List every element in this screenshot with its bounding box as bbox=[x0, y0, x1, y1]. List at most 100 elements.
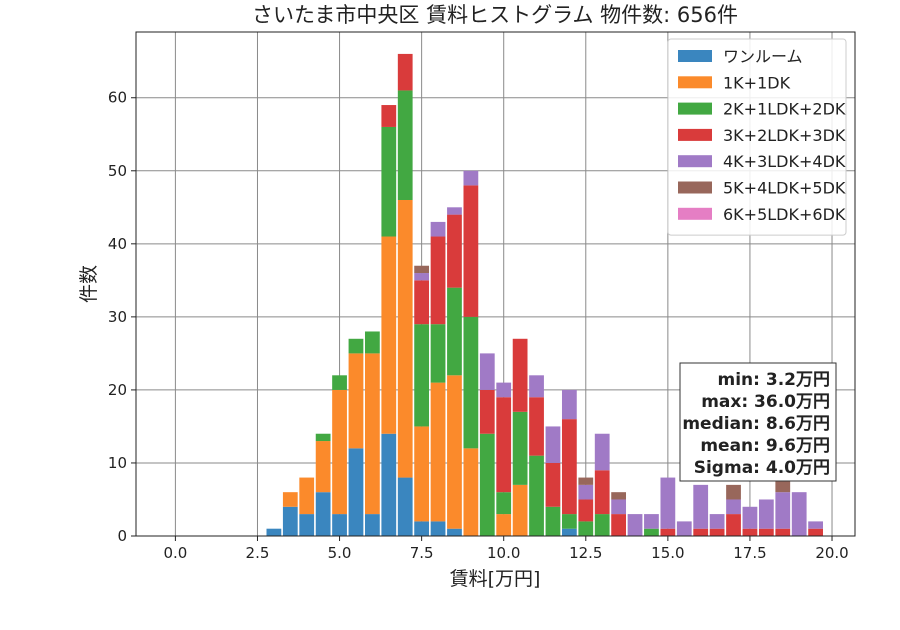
bar-segment-series-4 bbox=[529, 375, 544, 398]
bar-segment-series-1 bbox=[381, 236, 397, 434]
bar-segment-series-0 bbox=[364, 514, 380, 536]
bar-segment-series-3 bbox=[611, 514, 627, 536]
bar-segment-series-3 bbox=[397, 53, 413, 91]
stats-frame bbox=[679, 362, 837, 482]
bar-segment-series-4 bbox=[594, 433, 610, 471]
x-axis-title: 賃料[万円] bbox=[450, 568, 541, 590]
bar-segment-series-3 bbox=[561, 419, 577, 515]
legend-swatch bbox=[678, 128, 712, 141]
plot-area-frame bbox=[135, 31, 856, 537]
bar-segment-series-3 bbox=[381, 105, 397, 127]
bar-segment-series-4 bbox=[611, 499, 627, 515]
legend-frame bbox=[667, 38, 847, 236]
legend-label: 6K+5LDK+6DK bbox=[723, 205, 846, 224]
bar-segment-series-1 bbox=[447, 375, 462, 529]
y-axis-title: 件数 bbox=[78, 265, 100, 303]
bar-segment-series-5 bbox=[726, 484, 741, 500]
bar-segment-series-4 bbox=[709, 514, 725, 529]
bar-segment-series-4 bbox=[742, 506, 758, 529]
stats-line: Sigma: 4.0万円 bbox=[694, 458, 830, 478]
legend-swatch bbox=[678, 207, 712, 220]
stats-line: median: 8.6万円 bbox=[682, 414, 830, 434]
bar-segment-series-3 bbox=[594, 470, 610, 515]
bar-segment-series-2 bbox=[512, 411, 528, 485]
y-tick-label: 10 bbox=[108, 454, 127, 472]
legend: ワンルーム 1K+1DK 2K+1LDK+2DK 3K+2LDK+3DK 4K+3LDK… bbox=[667, 38, 847, 236]
bar-segment-series-4 bbox=[578, 484, 594, 500]
bar-segment-series-2 bbox=[381, 126, 397, 237]
x-tick-label: 10.0 bbox=[487, 544, 520, 562]
bar-segment-series-0 bbox=[414, 521, 430, 536]
legend-label: 5K+4LDK+5DK bbox=[723, 179, 846, 198]
bar-segment-series-1 bbox=[348, 353, 364, 449]
bar-segment-series-3 bbox=[430, 236, 446, 325]
bar-segment-series-0 bbox=[299, 514, 315, 536]
y-tick-label: 40 bbox=[108, 235, 127, 253]
bar-segment-series-4 bbox=[414, 273, 430, 281]
stats-line: max: 36.0万円 bbox=[701, 392, 830, 412]
x-tick-label: 15.0 bbox=[651, 544, 684, 562]
bar-segment-series-2 bbox=[430, 324, 446, 383]
bar-segment-series-4 bbox=[791, 492, 807, 536]
bar-segment-series-3 bbox=[726, 514, 741, 536]
bar-segment-series-3 bbox=[529, 397, 544, 456]
bar-segment-series-3 bbox=[808, 528, 823, 536]
x-tick-label: 20.0 bbox=[815, 544, 848, 562]
bar-segment-series-5 bbox=[578, 477, 594, 485]
bar-segment-series-3 bbox=[709, 528, 725, 536]
bar-segment-series-2 bbox=[594, 514, 610, 536]
bar-segment-series-1 bbox=[512, 484, 528, 536]
bar-segment-series-2 bbox=[447, 287, 462, 376]
bar-segment-series-2 bbox=[364, 331, 380, 354]
bar-segment-series-2 bbox=[315, 433, 331, 442]
x-tick-label: 0.0 bbox=[163, 544, 187, 562]
bar-segment-series-4 bbox=[545, 426, 561, 463]
bar-segment-series-3 bbox=[545, 462, 561, 507]
x-tick-label: 17.5 bbox=[733, 544, 766, 562]
bars bbox=[266, 53, 823, 536]
bar-segment-series-3 bbox=[447, 214, 462, 288]
bar-segment-series-1 bbox=[463, 448, 479, 536]
bar-segment-series-4 bbox=[496, 382, 512, 398]
bar-segment-series-3 bbox=[758, 528, 774, 536]
legend-swatch bbox=[678, 50, 712, 62]
stats-line: min: 3.2万円 bbox=[718, 370, 830, 390]
legend-label: 3K+2LDK+3DK bbox=[723, 126, 846, 145]
y-tick-label: 20 bbox=[108, 381, 127, 399]
bar-segment-series-1 bbox=[397, 200, 413, 478]
bar-segment-series-0 bbox=[447, 528, 462, 536]
y-tick-label: 50 bbox=[108, 162, 127, 180]
x-tick-label: 2.5 bbox=[246, 544, 270, 562]
bar-segment-series-4 bbox=[479, 353, 495, 390]
bar-segment-series-4 bbox=[676, 521, 692, 536]
bar-segment-series-0 bbox=[266, 528, 282, 536]
bar-segment-series-4 bbox=[726, 499, 741, 515]
legend-label: ワンルーム bbox=[723, 47, 803, 66]
bar-segment-series-2 bbox=[578, 521, 594, 536]
bar-segment-series-0 bbox=[332, 514, 347, 536]
bar-segment-series-0 bbox=[381, 433, 397, 536]
bar-segment-series-4 bbox=[758, 499, 774, 529]
x-tick-label: 12.5 bbox=[569, 544, 602, 562]
bar-segment-series-4 bbox=[463, 170, 479, 186]
bar-segment-series-1 bbox=[332, 389, 347, 515]
bar-segment-series-0 bbox=[430, 521, 446, 536]
bar-segment-series-3 bbox=[414, 280, 430, 325]
legend-swatch bbox=[678, 102, 712, 115]
stats-line: mean: 9.6万円 bbox=[700, 436, 830, 456]
bar-segment-series-5 bbox=[414, 265, 430, 274]
bar-segment-series-0 bbox=[397, 477, 413, 536]
legend-swatch bbox=[678, 181, 712, 194]
bar-segment-series-4 bbox=[430, 221, 446, 237]
bar-segment-series-2 bbox=[397, 90, 413, 200]
x-tick-label: 5.0 bbox=[328, 544, 352, 562]
bar-segment-series-3 bbox=[496, 397, 512, 493]
bar-segment-series-1 bbox=[414, 426, 430, 522]
bar-segment-series-4 bbox=[561, 389, 577, 420]
bar-segment-series-3 bbox=[479, 389, 495, 434]
bar-segment-series-4 bbox=[447, 207, 462, 215]
bar-segment-series-2 bbox=[463, 316, 479, 449]
bar-segment-series-0 bbox=[315, 492, 331, 536]
